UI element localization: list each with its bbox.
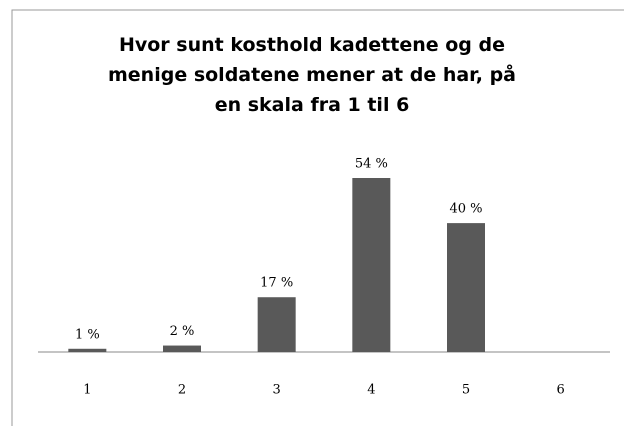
x-tick-label: 3: [273, 383, 281, 398]
bar: [68, 348, 107, 352]
chart-border: [11, 9, 624, 426]
data-label: 54 %: [355, 157, 388, 172]
data-label: 17 %: [260, 276, 293, 291]
x-tick-label: 1: [83, 383, 91, 398]
bar: [163, 345, 201, 352]
chart-title: Hvor sunt kosthold kadettene og de menig…: [108, 34, 516, 116]
x-tick-label: 2: [178, 383, 186, 398]
data-label: 40 %: [449, 202, 482, 217]
data-label: 1 %: [75, 327, 100, 342]
bar: [352, 178, 391, 352]
data-label: 2 %: [170, 324, 195, 339]
x-tick-label: 4: [367, 383, 375, 398]
x-tick-label: 5: [462, 383, 470, 398]
x-tick-label: 6: [557, 383, 565, 398]
bar: [447, 223, 485, 352]
bar: [257, 297, 296, 352]
